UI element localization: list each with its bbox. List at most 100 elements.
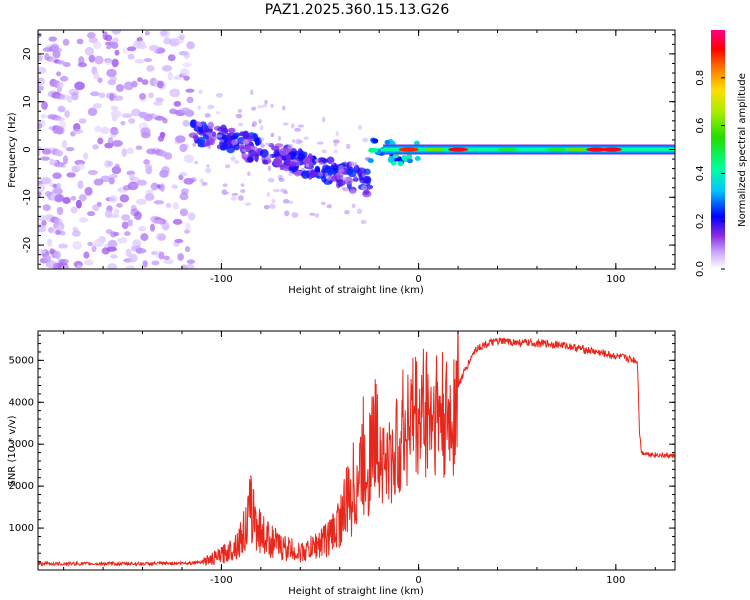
heatmap-cell <box>254 153 259 163</box>
heatmap-cell <box>117 237 128 244</box>
heatmap-cell <box>192 142 196 147</box>
heatmap-cell <box>257 105 264 109</box>
y-tick-label: 2000 <box>9 481 34 492</box>
heatmap-cell <box>84 186 93 196</box>
colorbar-gradient <box>711 30 725 269</box>
heatmap-cell <box>235 113 243 119</box>
heatmap-cell <box>83 251 90 259</box>
heatmap-cell <box>332 139 340 144</box>
heatmap-cell <box>387 157 394 163</box>
heatmap-cell <box>119 194 130 203</box>
heatmap-cell <box>267 154 273 159</box>
heatmap-cell <box>62 61 71 67</box>
heatmap-cell <box>291 123 295 129</box>
heatmap-cell <box>357 125 363 130</box>
heatmap-cell <box>40 156 51 161</box>
heatmap-cell <box>136 179 147 186</box>
heatmap-cell <box>105 45 112 50</box>
heatmap-cell <box>41 220 47 226</box>
x-tick-label: 0 <box>415 274 421 285</box>
heatmap-cell <box>333 149 338 154</box>
heatmap-cell <box>183 154 194 163</box>
heatmap-cell <box>112 37 119 44</box>
heatmap-cell <box>303 136 309 141</box>
heatmap-cell <box>56 182 62 192</box>
heatmap-cell <box>107 239 118 249</box>
heatmap-cell <box>259 125 264 131</box>
heatmap-cell <box>254 137 260 147</box>
heatmap-cell <box>182 62 193 68</box>
heatmap-cell <box>57 60 64 65</box>
heatmap-cell <box>185 263 195 269</box>
heatmap-cell <box>314 213 320 218</box>
heatmap-cell <box>92 103 102 109</box>
heatmap-cell <box>231 192 239 196</box>
heatmap-cell <box>106 246 117 252</box>
heatmap-cell <box>89 91 100 97</box>
heatmap-cell <box>167 54 176 62</box>
heatmap-cell <box>267 159 272 164</box>
heatmap-cell <box>92 144 99 150</box>
heatmap-cell <box>152 219 163 225</box>
heatmap-cell <box>132 239 142 248</box>
heatmap-cell <box>50 43 60 52</box>
heatmap-cell <box>138 225 147 232</box>
heatmap-cell <box>291 212 299 218</box>
heatmap-cell <box>207 121 215 129</box>
x-tick-label: -100 <box>210 575 233 586</box>
heatmap-cell <box>285 154 291 161</box>
heatmap-cell <box>546 147 567 152</box>
heatmap-cell <box>135 198 147 205</box>
heatmap-cell <box>250 106 257 111</box>
y-tick-label: 10 <box>22 95 33 108</box>
heatmap-cell <box>284 210 290 217</box>
heatmap-cell <box>159 150 167 157</box>
heatmap-cell <box>240 189 246 194</box>
heatmap-cell <box>321 116 326 123</box>
heatmap-cell <box>93 238 105 248</box>
y-tick-label: 0 <box>22 146 33 152</box>
heatmap-cell <box>222 129 228 134</box>
heatmap-cell <box>150 182 158 191</box>
heatmap-cell <box>230 156 236 162</box>
heatmap-cell <box>237 122 244 127</box>
heatmap-cell <box>64 110 70 118</box>
heatmap-cell <box>204 167 212 174</box>
heatmap-cell <box>78 194 87 202</box>
heatmap-cell <box>169 108 178 115</box>
heatmap-cell <box>424 147 445 152</box>
heatmap-cell <box>61 139 68 149</box>
heatmap-cell <box>62 196 71 204</box>
carrier-inner <box>383 147 675 152</box>
heatmap-cell <box>38 54 43 62</box>
heatmap-cell <box>74 81 85 91</box>
heatmap-cell <box>151 260 160 266</box>
heatmap-cell <box>66 172 76 178</box>
heatmap-cell <box>111 58 119 68</box>
heatmap-cell <box>179 192 189 201</box>
heatmap-cell <box>98 92 106 99</box>
heatmap-cell <box>287 161 297 168</box>
heatmap-cell <box>88 54 96 63</box>
heatmap-cell <box>566 147 587 152</box>
heatmap-cell <box>250 145 254 150</box>
heatmap-cell <box>305 163 310 168</box>
heatmap-cell <box>239 144 245 150</box>
y-tick-label: 4000 <box>9 397 34 408</box>
heatmap-cell <box>143 159 151 165</box>
colorbar-ticks: 0.0 0.2 0.4 0.6 0.8 <box>695 70 725 277</box>
heatmap-cell <box>224 191 229 195</box>
heatmap-cell <box>78 118 87 124</box>
heatmap-cell <box>219 139 225 143</box>
heatmap-cell <box>372 147 379 153</box>
heatmap-cell <box>114 163 120 169</box>
heatmap-cell <box>121 148 127 157</box>
heatmap-cell <box>259 149 269 158</box>
heatmap-cell <box>197 105 201 110</box>
heatmap-cell <box>186 96 194 104</box>
heatmap-cell <box>84 259 94 266</box>
heatmap-cell <box>115 84 125 92</box>
heatmap-cell <box>107 263 118 269</box>
heatmap-cell <box>62 38 70 46</box>
heatmap-cell <box>87 211 96 217</box>
